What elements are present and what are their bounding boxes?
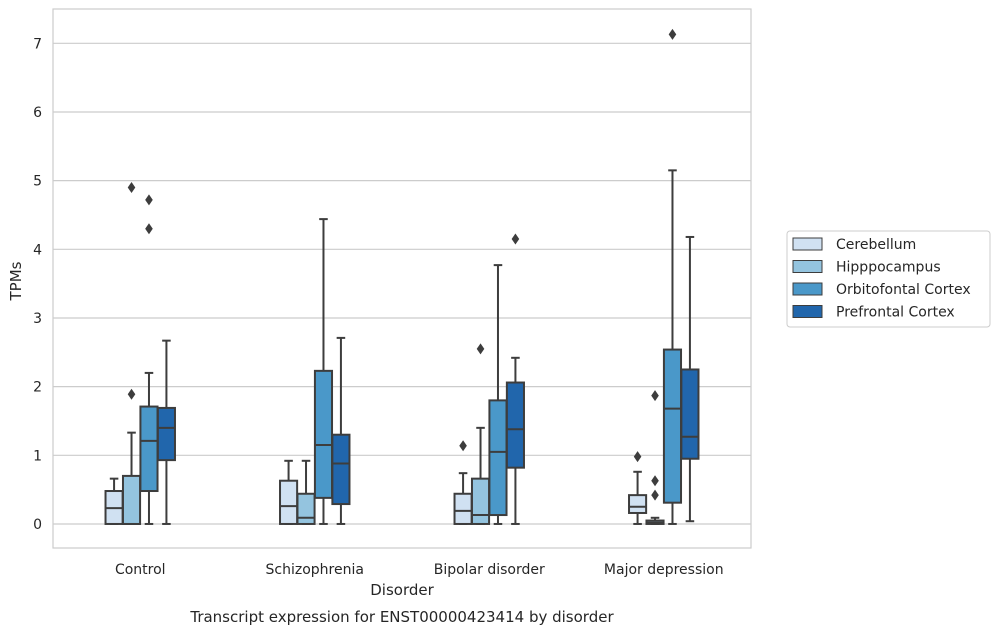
box-body: [139, 405, 159, 493]
y-tick-label: 7: [33, 36, 42, 52]
outlier-point: [651, 489, 659, 501]
legend-swatch: [792, 305, 823, 318]
box-body: [488, 399, 508, 517]
box-body: [470, 477, 491, 525]
x-axis-label: Disorder: [370, 581, 434, 599]
outlier-point: [633, 451, 642, 463]
box-2-1: [313, 218, 334, 525]
legend-swatch: [792, 260, 823, 273]
box-body: [331, 433, 351, 506]
box-body: [680, 368, 700, 460]
box-0-1: [279, 459, 299, 525]
box-1-0: [121, 182, 142, 525]
box-body: [156, 406, 176, 462]
box-body: [453, 492, 473, 525]
box-3-1: [331, 336, 351, 525]
legend-label: Hipppocampus: [836, 260, 941, 276]
outlier-point: [668, 28, 677, 40]
box-body: [662, 348, 683, 504]
y-tick-label: 6: [33, 105, 42, 121]
outlier-point: [127, 388, 136, 400]
y-tick-label: 5: [33, 174, 42, 190]
outlier-point: [476, 343, 485, 355]
box-plot-area: [104, 28, 700, 525]
x-tick-label: Control: [115, 562, 166, 578]
box-body: [296, 492, 316, 525]
y-tick-label: 3: [33, 311, 42, 327]
box-3-2: [505, 233, 525, 525]
y-tick-label: 1: [33, 448, 42, 464]
box-1-2: [470, 343, 491, 525]
legend: Cerebellum Hipppocampus Orbitofontal Corte…: [786, 230, 991, 328]
legend-swatch: [792, 282, 823, 296]
box-0-3: [628, 451, 648, 525]
box-body: [279, 479, 299, 525]
outlier-point: [145, 194, 153, 206]
box-body: [505, 381, 525, 469]
y-tick-labels: 0 1 2 3 4 5 6 7: [33, 36, 42, 533]
box-2-3: [662, 28, 683, 525]
y-axis-label: TPMs: [7, 261, 25, 301]
box-2-0: [139, 194, 159, 525]
box-3-3: [680, 235, 700, 523]
legend-label: Cerebellum: [836, 237, 916, 253]
y-tick-label: 0: [33, 517, 42, 533]
outlier-point: [651, 390, 659, 402]
outlier-point: [145, 223, 153, 235]
legend-label: Prefrontal Cortex: [836, 305, 955, 321]
box-body: [121, 474, 142, 525]
legend-frame: [786, 230, 991, 328]
box-0-2: [453, 440, 473, 525]
x-tick-label: Major depression: [604, 562, 724, 578]
box-1-1: [296, 459, 316, 525]
y-tick-label: 2: [33, 380, 42, 396]
outlier-point: [127, 182, 136, 194]
legend-swatch: [792, 237, 823, 251]
x-tick-label: Schizophrenia: [266, 562, 364, 578]
outlier-point: [511, 233, 520, 245]
legend-label: Orbitofontal Cortex: [836, 282, 971, 298]
y-tick-label: 4: [33, 242, 42, 258]
box-0-0: [104, 477, 124, 525]
outlier-point: [459, 440, 467, 452]
box-2-2: [488, 264, 508, 525]
x-tick-labels: Control Schizophrenia Bipolar disorder Majo…: [115, 562, 724, 578]
plot-frame: [52, 8, 752, 549]
x-tick-label: Bipolar disorder: [434, 562, 545, 578]
box-3-0: [156, 339, 176, 525]
chart-caption: Transcript expression for ENST0000042341…: [189, 608, 614, 626]
box-1-3: [645, 390, 665, 525]
box-body: [313, 369, 334, 499]
outlier-point: [651, 475, 659, 487]
box-body: [628, 494, 648, 514]
